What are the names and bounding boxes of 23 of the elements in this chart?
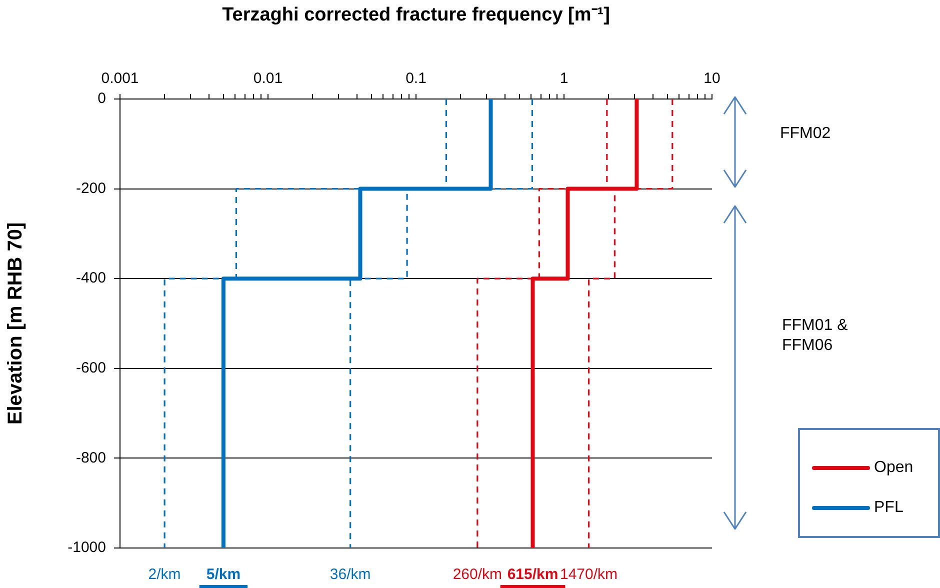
legend-label: Open <box>874 459 914 477</box>
x-tick-label: 0.01 <box>253 70 283 88</box>
text: FFM01 & FFM06 <box>782 316 849 356</box>
x-tick-label: 1 <box>560 70 568 88</box>
y-tick-label: -800 <box>76 449 106 466</box>
annotation: 1470/km <box>560 566 618 584</box>
text: FFM02 <box>780 124 832 144</box>
y-tick-label: -400 <box>76 270 106 287</box>
x-tick-label: 0.1 <box>406 70 426 88</box>
annotation: 615/km <box>507 566 558 584</box>
x-tick-label: 10 <box>704 70 720 88</box>
y-tick-label: 0 <box>98 90 106 108</box>
y-tick-label: -1000 <box>68 539 106 556</box>
y-tick-label: -200 <box>76 180 106 197</box>
annotation: 2/km <box>148 566 181 584</box>
legend-label: PFL <box>874 499 904 517</box>
x-tick-label: 0.001 <box>101 70 139 88</box>
y-axis-title: Elevation [m RHB 70] <box>4 222 27 425</box>
x-axis-title: Terzaghi corrected fracture frequency [m⁻¹] <box>222 4 610 26</box>
y-tick-label: -600 <box>76 360 106 377</box>
annotation: 5/km <box>206 566 241 584</box>
annotation: 36/km <box>330 566 371 584</box>
annotation: 260/km <box>452 566 502 584</box>
